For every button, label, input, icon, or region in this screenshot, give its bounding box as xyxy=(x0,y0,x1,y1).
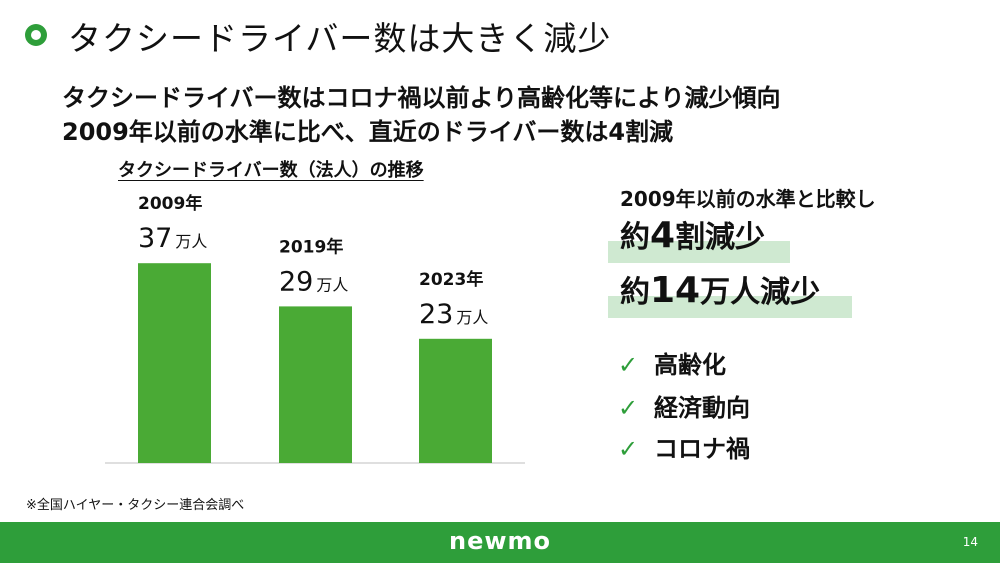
highlight-decreased-count xyxy=(608,296,852,318)
page-title: タクシードライバー数は大きく減少 xyxy=(68,19,612,58)
decrease-count-prefix: 約 xyxy=(620,275,650,310)
bar-value-label: 23 万人 xyxy=(419,299,488,330)
bar-value-label: 37 万人 xyxy=(138,223,207,254)
check-icon: ✓ xyxy=(618,394,639,422)
page-number: 14 xyxy=(962,535,978,549)
bar xyxy=(279,306,352,463)
highlight-decreased-ratio xyxy=(608,241,790,263)
title-bullet-icon xyxy=(25,24,47,46)
reason-item: ✓ 経済動向 xyxy=(618,388,750,423)
footer-bar: newmo 14 xyxy=(0,522,1000,563)
reason-label: 経済動向 xyxy=(654,394,750,422)
decrease-ratio-text: 約4割減少 xyxy=(620,212,765,256)
bar-chart: 2009年 37 万人 2019年 29 万人 2023年 23 万人 xyxy=(105,193,525,464)
bar xyxy=(138,263,211,463)
reason-item: ✓ 高齢化 xyxy=(618,345,726,380)
subtitle-line-1: タクシードライバー数はコロナ禍以前より高齢化等により減少傾向 xyxy=(62,84,781,112)
check-icon: ✓ xyxy=(618,435,639,463)
decrease-count-number: 14 xyxy=(650,270,701,311)
subtitle-line-2: 2009年以前の水準に比べ、直近のドライバー数は4割減 xyxy=(62,118,674,146)
reason-item: ✓ コロナ禍 xyxy=(618,429,750,464)
decrease-count-text: 約14万人減少 xyxy=(620,267,820,311)
decrease-ratio-suffix: 割減少 xyxy=(675,220,766,255)
bar-category-label: 2019年 xyxy=(279,236,343,257)
decrease-ratio-prefix: 約 xyxy=(620,220,650,255)
check-icon: ✓ xyxy=(618,351,639,379)
bar-category-label: 2009年 xyxy=(138,193,202,214)
bar-value-label: 29 万人 xyxy=(279,266,348,297)
chart-title: タクシードライバー数（法人）の推移 xyxy=(118,160,424,181)
decrease-count-suffix: 万人減少 xyxy=(700,275,821,310)
bar-category-label: 2023年 xyxy=(419,269,483,290)
reason-label: コロナ禍 xyxy=(654,435,750,463)
comparison-heading: 2009年以前の水準と比較し xyxy=(620,187,876,211)
reason-label: 高齢化 xyxy=(654,351,726,379)
bar xyxy=(419,338,492,463)
decrease-ratio-number: 4 xyxy=(650,215,676,256)
newmo-logo: newmo xyxy=(448,527,552,555)
source-footnote: ※全国ハイヤー・タクシー連合会調べ xyxy=(26,498,245,513)
